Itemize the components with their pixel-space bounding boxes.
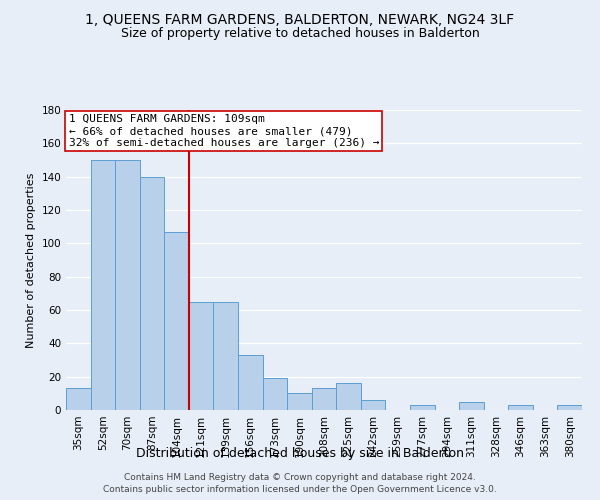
Y-axis label: Number of detached properties: Number of detached properties: [26, 172, 36, 348]
Bar: [508, 405, 533, 410]
Bar: [557, 405, 582, 410]
Text: Distribution of detached houses by size in Balderton: Distribution of detached houses by size …: [136, 448, 464, 460]
Bar: [459, 402, 484, 410]
Text: 1, QUEENS FARM GARDENS, BALDERTON, NEWARK, NG24 3LF: 1, QUEENS FARM GARDENS, BALDERTON, NEWAR…: [85, 12, 515, 26]
Bar: [189, 302, 214, 410]
Bar: [287, 394, 312, 410]
Bar: [66, 388, 91, 410]
Text: Contains HM Land Registry data © Crown copyright and database right 2024.: Contains HM Land Registry data © Crown c…: [124, 472, 476, 482]
Bar: [91, 160, 115, 410]
Bar: [336, 384, 361, 410]
Bar: [115, 160, 140, 410]
Bar: [312, 388, 336, 410]
Bar: [140, 176, 164, 410]
Bar: [214, 302, 238, 410]
Bar: [361, 400, 385, 410]
Text: 1 QUEENS FARM GARDENS: 109sqm
← 66% of detached houses are smaller (479)
32% of : 1 QUEENS FARM GARDENS: 109sqm ← 66% of d…: [68, 114, 379, 148]
Bar: [410, 405, 434, 410]
Bar: [263, 378, 287, 410]
Text: Contains public sector information licensed under the Open Government Licence v3: Contains public sector information licen…: [103, 485, 497, 494]
Bar: [238, 355, 263, 410]
Bar: [164, 232, 189, 410]
Text: Size of property relative to detached houses in Balderton: Size of property relative to detached ho…: [121, 28, 479, 40]
